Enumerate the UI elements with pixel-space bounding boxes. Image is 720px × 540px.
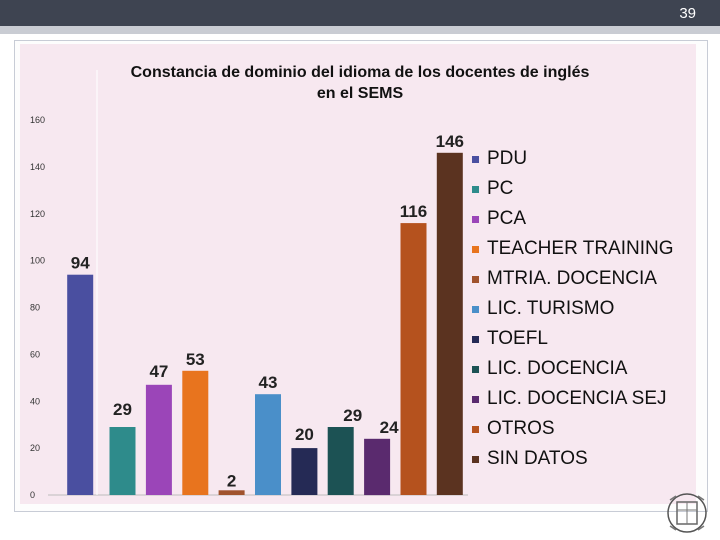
bar-lic-turismo xyxy=(255,394,281,495)
legend-label: PDU xyxy=(487,148,528,169)
legend-label: TEACHER TRAINING xyxy=(487,238,674,259)
bar-lic-docencia-sej xyxy=(364,438,391,496)
bar-teacher-training xyxy=(182,370,209,495)
y-tick-label: 80 xyxy=(30,303,40,313)
data-label: 20 xyxy=(295,425,314,444)
data-label: 94 xyxy=(71,254,90,273)
legend-item: LIC. DOCENCIA xyxy=(472,354,702,384)
legend-item: SIN DATOS xyxy=(472,444,702,474)
y-tick-label: 140 xyxy=(30,162,45,172)
chart-title: Constancia de dominio del idioma de los … xyxy=(90,62,630,104)
legend-item: TOEFL xyxy=(472,324,702,354)
bar-mtria-docencia xyxy=(218,490,245,495)
y-tick-label: 100 xyxy=(30,256,45,266)
legend-label: TOEFL xyxy=(487,328,548,349)
legend-swatch xyxy=(472,455,479,463)
legend-swatch xyxy=(472,155,479,163)
chart-title-line-1: Constancia de dominio del idioma de los … xyxy=(130,64,590,81)
chart-legend: PDU PC PCA TEACHER TRAINING MTRIA. DOCENCIA L… xyxy=(472,144,702,474)
data-label: 29 xyxy=(113,400,132,419)
data-label: 2 xyxy=(227,471,236,490)
data-label: 24 xyxy=(380,418,399,437)
y-tick-label: 0 xyxy=(30,490,35,500)
legend-label: LIC. DOCENCIA xyxy=(487,358,628,379)
data-label: 146 xyxy=(436,132,464,151)
y-tick-label: 120 xyxy=(30,209,45,219)
legend-swatch xyxy=(472,245,479,253)
y-tick-label: 40 xyxy=(30,396,40,406)
legend-swatch xyxy=(472,365,479,373)
y-tick-label: 60 xyxy=(30,349,40,359)
bar-otros xyxy=(400,223,427,495)
legend-swatch xyxy=(472,275,479,283)
legend-swatch xyxy=(472,305,479,313)
legend-label: MTRIA. DOCENCIA xyxy=(487,268,657,289)
data-label: 43 xyxy=(259,373,278,392)
legend-swatch xyxy=(472,335,479,343)
legend-label: SIN DATOS xyxy=(487,448,588,469)
y-tick-label: 20 xyxy=(30,443,40,453)
top-bar xyxy=(0,0,720,26)
legend-item: LIC. DOCENCIA SEJ xyxy=(472,384,702,414)
legend-label: OTROS xyxy=(487,418,555,439)
y-tick-label: 160 xyxy=(30,115,45,125)
bar-toefl xyxy=(291,448,318,495)
bar-pc xyxy=(109,427,136,495)
page-number: 39 xyxy=(679,5,696,22)
legend-swatch xyxy=(472,185,479,193)
legend-swatch xyxy=(472,425,479,433)
data-label: 116 xyxy=(400,202,427,221)
bar-lic-docencia xyxy=(327,427,354,495)
legend-item: MTRIA. DOCENCIA xyxy=(472,264,702,294)
bar-pca xyxy=(145,384,172,495)
legend-item: TEACHER TRAINING xyxy=(472,234,702,264)
legend-swatch xyxy=(472,395,479,403)
legend-item: OTROS xyxy=(472,414,702,444)
legend-label: LIC. TURISMO xyxy=(487,298,615,319)
legend-item: PCA xyxy=(472,204,702,234)
legend-item: PC xyxy=(472,174,702,204)
legend-label: LIC. DOCENCIA SEJ xyxy=(487,388,667,409)
bar-pdu xyxy=(67,274,94,495)
legend-swatch xyxy=(472,215,479,223)
data-label: 47 xyxy=(149,362,168,381)
legend-item: PDU xyxy=(472,144,702,174)
data-label: 53 xyxy=(186,350,205,369)
top-bar-strip xyxy=(0,26,720,34)
chart-title-line-2: en el SEMS xyxy=(316,85,404,102)
institution-seal-logo xyxy=(667,493,707,533)
data-label: 29 xyxy=(343,406,362,425)
bar-sin-datos xyxy=(436,152,463,496)
legend-label: PC xyxy=(487,178,514,199)
legend-item: LIC. TURISMO xyxy=(472,294,702,324)
legend-label: PCA xyxy=(487,208,527,229)
